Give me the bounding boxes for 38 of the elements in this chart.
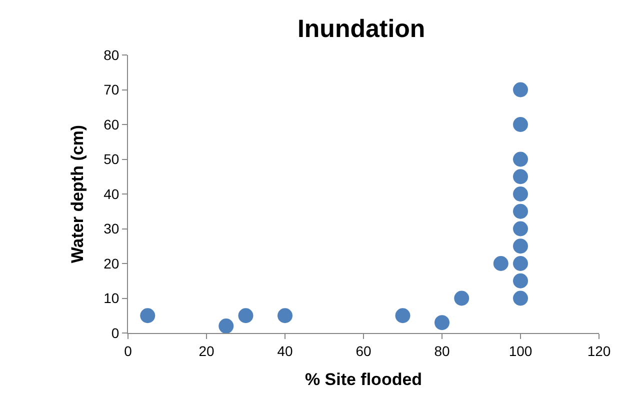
point — [395, 308, 410, 324]
x-tick-label: 100 — [508, 342, 532, 359]
point — [513, 204, 528, 219]
point — [434, 315, 450, 330]
point — [513, 186, 528, 202]
y-tick-label: 60 — [104, 116, 120, 132]
point — [513, 221, 528, 236]
x-tick-label: 20 — [198, 342, 214, 359]
point — [513, 238, 528, 254]
point — [238, 308, 254, 324]
point — [454, 290, 470, 306]
x-axis-title: % Site flooded — [304, 370, 422, 390]
y-tick-label: 10 — [104, 290, 120, 306]
point — [513, 290, 528, 306]
y-tick-label: 20 — [104, 255, 120, 272]
x-tick-label: 0 — [124, 342, 132, 359]
point — [140, 308, 156, 324]
y-axis-title: Water depth (cm) — [68, 124, 88, 264]
y-tick-label: 70 — [104, 82, 120, 98]
x-tick-label: 60 — [356, 342, 372, 359]
chart-title: Inundation — [297, 15, 426, 44]
y-tick-label: 50 — [104, 151, 120, 168]
point — [513, 169, 528, 184]
point — [513, 256, 528, 271]
point — [513, 82, 528, 98]
x-tick-label: 80 — [434, 342, 450, 359]
y-tick-label: 30 — [104, 220, 120, 237]
y-tick-label: 80 — [104, 46, 120, 63]
point — [513, 273, 528, 288]
point — [278, 308, 292, 324]
point — [218, 318, 234, 333]
x-tick-label: 40 — [277, 342, 293, 359]
point — [513, 152, 528, 167]
y-tick-label: 40 — [104, 186, 120, 202]
point — [493, 256, 508, 271]
x-tick-label: 120 — [587, 342, 611, 359]
point — [513, 117, 528, 132]
y-tick-label: 0 — [111, 324, 120, 341]
